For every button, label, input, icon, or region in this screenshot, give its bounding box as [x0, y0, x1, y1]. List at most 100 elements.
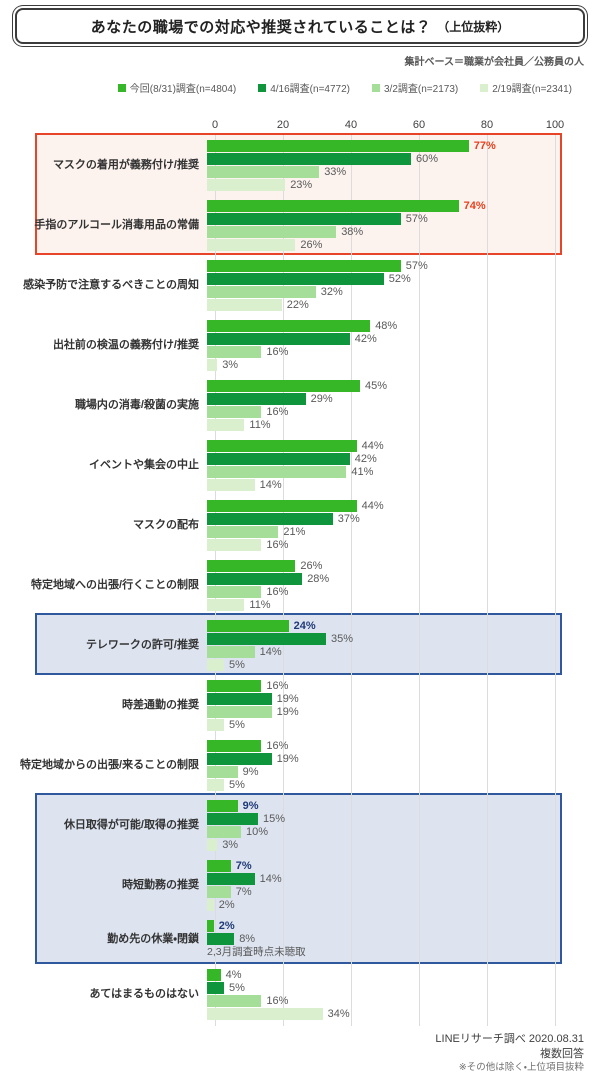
bar-stack: 16% 19% 9% 5%	[207, 737, 547, 793]
answer-type-note: 複数回答	[540, 1047, 584, 1060]
x-axis: 0 20 40 60 80 100	[0, 119, 600, 133]
bar-row: 74%	[207, 199, 547, 212]
value-label: 24%	[293, 619, 316, 632]
category-label: マスクの着用が義務付け/推奨	[52, 158, 199, 171]
legend-swatch-icon	[480, 83, 489, 92]
bar	[207, 212, 401, 225]
bar-stack: 9% 15% 10% 3%	[207, 797, 547, 853]
value-label: 57%	[405, 212, 428, 225]
bar	[207, 392, 306, 405]
bar-groups-layer: マスクの着用が義務付け/推奨 77% 60% 33% 23% 手指のアルコール消毒用品の常…	[0, 137, 600, 1022]
bar-stack: 57% 52% 32% 22%	[207, 257, 547, 313]
category-label: イベントや集会の中止	[89, 458, 199, 471]
bar-row: 3%	[207, 358, 547, 371]
bar	[207, 238, 296, 251]
value-label: 2%	[218, 898, 235, 911]
bar	[207, 572, 303, 585]
not-surveyed-note: 2,3月調査時点未聴取	[207, 946, 306, 958]
gridline	[351, 135, 352, 1026]
bar-row: 38%	[207, 225, 547, 238]
legend-item-0: 今回(8/31)調査(n=4804)	[117, 80, 236, 95]
bar-row: 14%	[207, 645, 547, 658]
bar	[207, 538, 262, 551]
bar-row: 21%	[207, 525, 547, 538]
bar	[207, 452, 350, 465]
bar-row: 11%	[207, 598, 547, 611]
bar	[207, 178, 286, 191]
x-axis-tick: 100	[545, 119, 565, 131]
value-label: 23%	[290, 178, 313, 191]
value-label: 19%	[276, 752, 299, 765]
bar	[207, 319, 371, 332]
bar	[207, 718, 224, 731]
value-label: 57%	[405, 259, 428, 272]
legend-label: 3/2調査(n=2173)	[384, 84, 459, 95]
bar-group: マスクの配布 44% 37% 21% 16%	[0, 497, 600, 553]
value-label: 16%	[266, 585, 289, 598]
bar-row: 16%	[207, 345, 547, 358]
category-label: 時短勤務の推奨	[122, 878, 199, 891]
bar-group: 休日取得が可能/取得の推奨 9% 15% 10% 3%	[0, 797, 600, 853]
bar-stack: 16% 19% 19% 5%	[207, 677, 547, 733]
source-credit: LINEリサーチ調べ 2020.08.31	[435, 1033, 584, 1045]
value-label: 5%	[229, 981, 245, 994]
bar-stack: 77% 60% 33% 23%	[207, 137, 547, 193]
value-label: 5%	[229, 658, 245, 671]
value-label: 5%	[229, 718, 245, 731]
bar	[207, 165, 320, 178]
category-label: マスクの配布	[133, 518, 199, 531]
value-label: 10%	[246, 825, 269, 838]
chart-title-box: あなたの職場での対応や推奨されていることは？ （上位抜粋）	[15, 8, 585, 44]
bar-row: 16%	[207, 739, 547, 752]
value-label: 9%	[242, 799, 259, 812]
aggregation-base-note: 集計ベース＝職業が会社員／公務員の人	[404, 57, 585, 68]
bar	[207, 919, 214, 932]
gridline	[487, 135, 488, 1026]
bar-row: 57%	[207, 212, 547, 225]
value-label: 9%	[242, 765, 259, 778]
value-label: 77%	[473, 139, 496, 152]
value-label: 14%	[259, 478, 282, 491]
category-label: 出社前の検温の義務付け/推奨	[52, 338, 199, 351]
bar-row: 2%	[207, 919, 547, 932]
legend-item-2: 3/2調査(n=2173)	[372, 80, 458, 95]
value-label: 37%	[337, 512, 360, 525]
x-axis-tick: 0	[211, 119, 219, 131]
bar	[207, 512, 333, 525]
bar-row: 16%	[207, 679, 547, 692]
bar	[207, 478, 255, 491]
value-label: 74%	[463, 199, 486, 212]
legend-swatch-icon	[258, 83, 267, 92]
value-label: 42%	[354, 332, 377, 345]
bar-row: 19%	[207, 752, 547, 765]
bar-row: 16%	[207, 538, 547, 551]
bar-stack: 26% 28% 16% 11%	[207, 557, 547, 613]
bar	[207, 838, 218, 851]
bar-row: 35%	[207, 632, 547, 645]
bar-stack: 44% 42% 41% 14%	[207, 437, 547, 493]
bar-group: マスクの着用が義務付け/推奨 77% 60% 33% 23%	[0, 137, 600, 193]
bar	[207, 692, 272, 705]
bar-group: 特定地域からの出張/来ることの制限 16% 19% 9% 5%	[0, 737, 600, 793]
bar	[207, 379, 360, 392]
value-label: 8%	[239, 932, 256, 945]
bar-row: 10%	[207, 825, 547, 838]
bar-row: 15%	[207, 812, 547, 825]
gridline	[555, 135, 556, 1026]
bar	[207, 968, 221, 981]
bar-row: 32%	[207, 285, 547, 298]
bar	[207, 752, 272, 765]
exclusion-note: ※その他は除く・上位項目抜粋	[458, 1061, 584, 1073]
value-label: 44%	[361, 499, 384, 512]
bar	[207, 885, 231, 898]
value-label: 14%	[259, 645, 282, 658]
value-label: 52%	[388, 272, 411, 285]
bar-row: 77%	[207, 139, 547, 152]
chart-area: マスクの着用が義務付け/推奨 77% 60% 33% 23% 手指のアルコール消毒用品の常…	[0, 133, 600, 1026]
bar-row: 7%	[207, 885, 547, 898]
bar	[207, 332, 350, 345]
bar-group: 感染予防で注意するべきことの周知 57% 52% 32% 22%	[0, 257, 600, 313]
bar-row: 52%	[207, 272, 547, 285]
x-axis-tick: 80	[480, 119, 494, 131]
bar	[207, 825, 241, 838]
